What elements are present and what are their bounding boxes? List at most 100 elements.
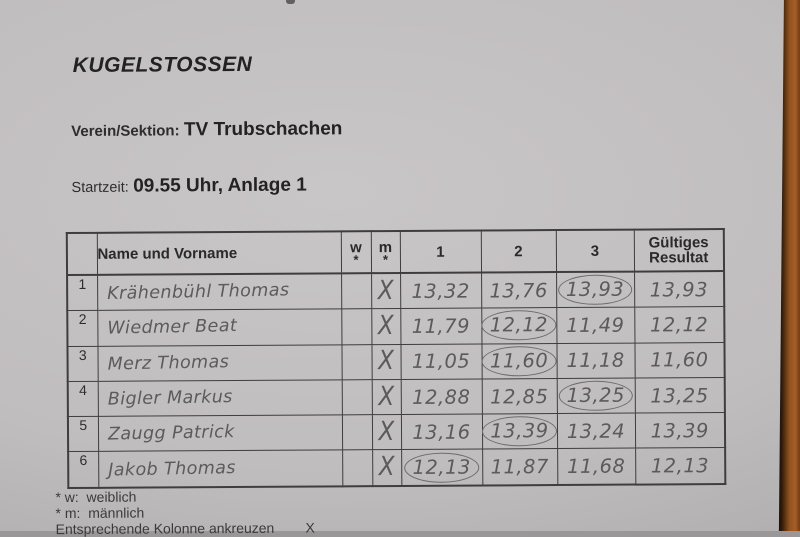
header-cell-m: m * [370, 231, 401, 274]
verein-sektion-value: TV Trubschachen [183, 118, 343, 141]
result-value: 12,13 [650, 454, 710, 478]
w-cell [341, 414, 373, 451]
attempt1-value: 12,13 [404, 452, 479, 483]
table-row: 1 Krähenbühl Thomas X 13,32 13,76 13,93 … [67, 271, 725, 311]
header-cell-result: Gültiges Resultat [633, 229, 725, 272]
startzeit-line: Startzeit: 09.55 Uhr, Anlage 1 [71, 175, 306, 198]
m-cell: X [371, 308, 401, 345]
attempt2-value: 11,60 [481, 345, 557, 377]
attempt3-value: 13,93 [557, 274, 633, 306]
result-cell: 12,12 [634, 306, 725, 343]
athlete-name: Merz Thomas [106, 351, 229, 375]
attempt3-value: 11,18 [566, 348, 625, 373]
result-cell: 11,60 [634, 342, 725, 378]
table-row: 3 Merz Thomas X 11,05 11,60 11,18 11,60 [67, 342, 725, 382]
athlete-name: Zaugg Patrick [107, 422, 235, 445]
athlete-name: Bigler Markus [107, 387, 233, 410]
attempt1-value: 12,88 [412, 385, 471, 409]
attempt3-cell: 13,24 [556, 413, 636, 450]
attempt1-value: 11,79 [411, 314, 471, 338]
page-title: KUGELSTOSSEN [72, 52, 253, 77]
table-header-row: Name und Vorname w * m * 1 2 3 Gültiges … [66, 229, 725, 276]
w-cell [341, 344, 372, 380]
athlete-name-cell: Bigler Markus [97, 379, 342, 417]
row-number: 1 [67, 274, 98, 311]
attempt3-cell: 11,18 [556, 342, 635, 379]
athlete-name-cell: Krähenbühl Thomas [97, 273, 342, 311]
header-m-star: * [382, 252, 389, 268]
athlete-name: Wiedmer Beat [106, 316, 237, 340]
attempt3-cell: 11,49 [556, 307, 635, 344]
attempt1-cell: 11,79 [400, 308, 482, 345]
header-cell-attempt3: 3 [555, 229, 635, 273]
attempt2-value: 11,87 [490, 455, 549, 479]
attempt1-cell: 11,05 [400, 343, 482, 380]
attempt2-cell: 13,76 [481, 272, 557, 309]
attempt1-value: 13,16 [412, 420, 471, 444]
m-mark: X [378, 452, 395, 483]
result-cell: 13,39 [634, 412, 726, 449]
attempt1-cell: 13,32 [400, 272, 482, 309]
footnotes: * w: weiblich * m: männlich Entsprechend… [55, 488, 314, 537]
row-number: 5 [67, 416, 99, 453]
attempt1-value: 13,32 [411, 279, 470, 303]
m-mark: X [377, 275, 394, 306]
w-cell [342, 450, 373, 487]
w-cell [341, 273, 372, 310]
athlete-name-cell: Wiedmer Beat [97, 309, 342, 346]
verein-sektion-label: Verein/Sektion: [71, 122, 180, 141]
attempt2-cell: 11,87 [482, 449, 558, 486]
w-cell [341, 308, 372, 345]
result-value: 11,60 [650, 348, 709, 372]
result-cell: 12,13 [635, 448, 726, 485]
attempt1-value: 11,05 [411, 349, 471, 374]
m-mark: X [378, 381, 395, 412]
attempt2-value: 12,12 [481, 310, 557, 341]
attempt1-cell: 12,88 [400, 378, 482, 415]
attempt2-value: 13,76 [489, 278, 548, 303]
attempt2-cell: 12,85 [481, 378, 557, 415]
table-row: 6 Jakob Thomas X 12,13 11,87 11,68 12,13 [68, 448, 726, 488]
attempt3-value: 13,24 [566, 419, 626, 443]
m-mark: X [378, 346, 395, 377]
result-value: 13,39 [650, 418, 709, 443]
result-value: 13,25 [650, 383, 709, 408]
startzeit-value: 09.55 Uhr, Anlage 1 [133, 174, 307, 197]
attempt1-cell: 12,13 [401, 449, 483, 486]
athlete-name-cell: Zaugg Patrick [97, 415, 343, 452]
result-value: 12,12 [649, 313, 709, 337]
attempt3-value: 11,49 [566, 313, 625, 337]
attempt2-cell: 11,60 [481, 343, 557, 379]
result-cell: 13,93 [634, 271, 725, 308]
m-cell: X [371, 272, 401, 309]
w-cell [341, 379, 372, 416]
header-cell-w: w * [340, 231, 372, 274]
m-cell: X [371, 379, 401, 415]
photo-artifact-speck [286, 0, 295, 4]
athlete-name-cell: Jakob Thomas [98, 450, 343, 488]
attempt3-cell: 13,25 [556, 377, 635, 414]
attempt3-cell: 13,93 [556, 271, 635, 308]
result-value: 13,93 [649, 277, 709, 302]
m-cell: X [372, 449, 402, 486]
attempt2-cell: 12,12 [481, 307, 557, 344]
m-cell: X [371, 414, 402, 451]
table-row: 5 Zaugg Patrick X 13,16 13,39 13,24 13,3… [67, 412, 726, 453]
attempt2-value: 12,85 [490, 384, 549, 408]
verein-sektion-line: Verein/Sektion: TV Trubschachen [71, 118, 342, 142]
attempt3-value: 13,25 [558, 380, 634, 412]
table-row: 2 Wiedmer Beat X 11,79 12,12 11,49 12,12 [67, 306, 725, 347]
header-cell-attempt1: 1 [399, 230, 482, 273]
header-w-star: * [353, 252, 359, 268]
header-cell-name: Name und Vorname [96, 231, 342, 275]
footnote-cutoff: Entsprechende Kolonne ankreuzen X [55, 519, 315, 537]
m-mark: X [377, 310, 394, 341]
result-cell: 13,25 [634, 377, 725, 414]
attempt2-value: 13,39 [482, 416, 557, 447]
row-number: 2 [67, 310, 98, 347]
footnote-weiblich: * w: weiblich [55, 488, 137, 506]
attempt3-cell: 11,68 [557, 448, 636, 485]
athlete-name: Jakob Thomas [107, 457, 236, 481]
